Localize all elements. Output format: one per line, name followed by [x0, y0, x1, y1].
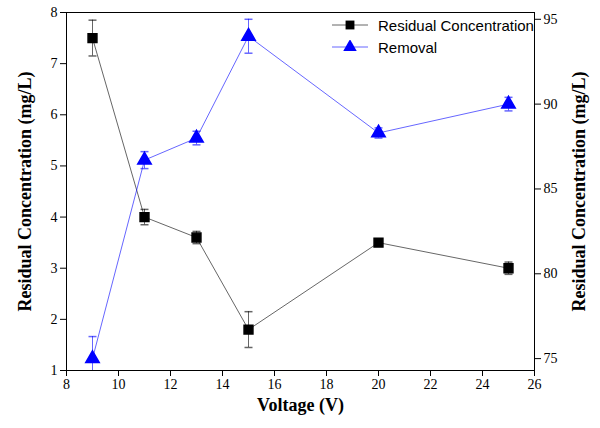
svg-text:3: 3 [51, 261, 58, 276]
svg-text:90: 90 [544, 97, 558, 112]
svg-text:16: 16 [268, 377, 282, 392]
svg-text:20: 20 [372, 377, 386, 392]
svg-text:22: 22 [424, 377, 438, 392]
svg-text:85: 85 [544, 181, 558, 196]
svg-text:8: 8 [63, 377, 70, 392]
svg-text:4: 4 [51, 210, 58, 225]
svg-text:12: 12 [164, 377, 178, 392]
svg-text:26: 26 [528, 377, 542, 392]
svg-text:2: 2 [51, 312, 58, 327]
svg-text:75: 75 [544, 351, 558, 366]
svg-text:14: 14 [216, 377, 230, 392]
svg-text:10: 10 [112, 377, 126, 392]
svg-text:1: 1 [51, 363, 58, 378]
svg-text:18: 18 [320, 377, 334, 392]
svg-text:5: 5 [51, 158, 58, 173]
html-text:Removal: Removal [378, 38, 438, 56]
svg-text:6: 6 [51, 107, 58, 122]
svg-text:Residual Concentration (mg/L): Residual Concentration (mg/L) [569, 72, 590, 312]
svg-text:7: 7 [51, 56, 58, 71]
svg-text:8: 8 [51, 5, 58, 20]
svg-text:95: 95 [544, 12, 558, 27]
svg-text:80: 80 [544, 266, 558, 281]
svg-text:24: 24 [476, 377, 490, 392]
svg-text:Voltage (V): Voltage (V) [257, 395, 344, 416]
svg-text:Residual Concentration (mg/L): Residual Concentration (mg/L) [15, 72, 36, 312]
html-text:Residual Concentration: Residual Concentration [378, 16, 534, 34]
